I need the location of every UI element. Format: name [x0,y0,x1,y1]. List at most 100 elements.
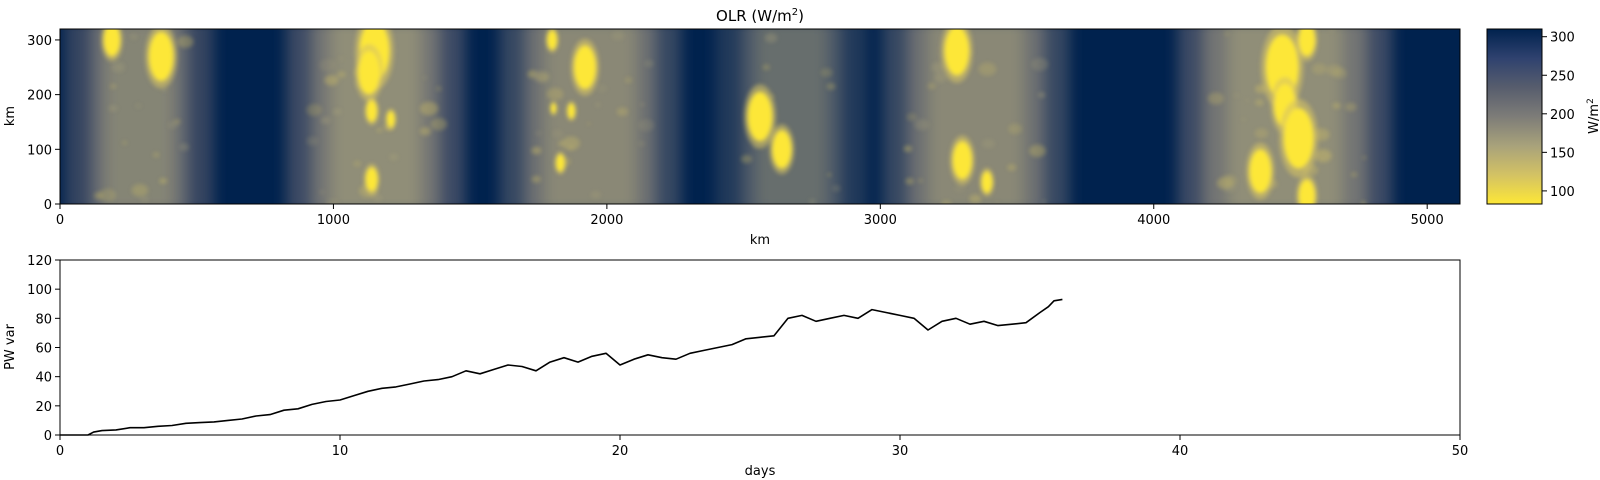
cell-core [547,30,558,50]
cell-core [365,167,378,192]
cloud-swirl [1042,199,1047,204]
cloud-swirl [178,143,190,151]
cloud-swirl [1332,102,1341,109]
cloud-swirl [422,75,428,80]
cloud-swirl [931,62,946,73]
cloud-swirl [1360,201,1367,204]
colorbar-tick-label: 250 [1550,69,1575,84]
colorbar-ticks: 100 150 200 250 300 [1542,31,1575,200]
line-x-tick-label: 0 [56,444,64,459]
cloud-swirl [419,127,431,136]
heatmap-y-tick-label: 100 [27,143,52,158]
cloud-swirl [333,108,342,115]
cloud-swirl [1350,172,1358,178]
cloud-swirl [140,196,149,204]
line-y-tick-label: 100 [27,283,52,298]
line-x-tick-label: 10 [332,444,349,459]
cloud-swirl [590,190,602,199]
cloud-swirl [826,82,836,90]
cloud-swirl [1207,92,1224,105]
cloud-swirl [389,153,399,161]
heatmap-y-tick-label: 300 [27,34,52,49]
colorbar-tick-label: 300 [1550,31,1575,46]
cloud-swirl [552,129,564,138]
cloud-swirl [353,160,362,167]
colorbar: 100 150 200 250 300 W/m2 [1486,28,1600,205]
cloud-swirl [981,138,995,149]
cloud-swirl [159,177,168,184]
line-x-tick-label: 40 [1172,444,1189,459]
line-y-tick-label: 40 [35,371,52,386]
olr-heatmap-panel: OLR (W/m2) 0 1000 2000 3000 4000 5000 0 100 200… [3,7,1461,248]
cloud-swirl [969,194,982,204]
cloud-swirl [153,152,160,158]
cloud-swirl [764,33,778,43]
cloud-swirl [1031,57,1049,71]
cloud-swirl [536,72,549,82]
line-y-tick-label: 20 [35,400,52,415]
cloud-swirl [337,56,345,62]
cloud-swirl [306,104,323,116]
cloud-swirl [933,72,948,83]
cloud-swirl [1245,99,1250,103]
colorbar-label: W/m2 [1586,98,1600,134]
cell-core [556,154,565,172]
cell-core [952,141,972,180]
cloud-swirl [1008,123,1023,135]
cell-core [1298,179,1316,204]
cloud-swirl [820,68,833,78]
colorbar-gradient [1486,28,1543,205]
heatmap-xlabel: km [750,233,770,248]
cloud-swirl [177,35,194,48]
cloud-swirl [903,145,913,152]
cloud-swirl [108,105,118,112]
line-x-tick-label: 30 [892,444,909,459]
cloud-swirl [905,178,914,185]
cloud-swirl [953,183,966,193]
cell-core [574,45,596,90]
cloud-swirl [941,200,952,204]
cell-core [366,100,378,122]
cloud-swirl [1361,155,1367,160]
cloud-swirl [319,58,337,72]
cloud-swirl [595,102,601,107]
cloud-swirl [927,82,936,90]
cloud-swirl [1221,174,1238,187]
cloud-swirl [326,198,340,204]
cloud-swirl [1254,99,1264,106]
cell-core [103,29,121,57]
heatmap-x-tick-label: 2000 [590,213,623,228]
cloud-swirl [995,201,1000,204]
line-y-ticks: 0 20 40 60 80 100 120 [27,254,60,444]
cloud-swirl [531,175,541,183]
cloud-swirl [762,64,771,71]
line-y-tick-label: 60 [35,342,52,357]
line-plot-frame [59,259,1461,436]
cell-core [944,29,970,76]
cloud-swirl [1311,63,1327,75]
cloud-swirl [831,184,841,192]
colorbar-label-main: W/m [1587,104,1600,134]
heatmap-x-tick-label: 3000 [864,213,897,228]
cell-core [747,91,773,142]
cell-core [550,102,557,114]
cloud-swirl [546,87,564,101]
cloud-swirl [637,140,646,147]
cloud-swirl [161,87,168,92]
cloud-swirl [1345,102,1357,112]
line-x-tick-label: 50 [1452,444,1469,459]
heatmap-title-sup: 2 [792,7,798,18]
cloud-swirl [435,86,442,92]
cloud-swirl [1254,128,1269,139]
cloud-swirl [324,75,339,86]
line-y-tick-label: 0 [44,429,52,444]
cell-core [358,50,380,95]
cloud-swirl [94,191,104,200]
cloud-swirl [320,116,331,125]
cloud-swirl [644,59,654,68]
line-y-tick-label: 80 [35,312,52,327]
colorbar-tick-label: 150 [1550,146,1575,161]
cell-core [1249,149,1272,194]
heatmap-y-ticks: 0 100 200 300 [27,34,60,213]
